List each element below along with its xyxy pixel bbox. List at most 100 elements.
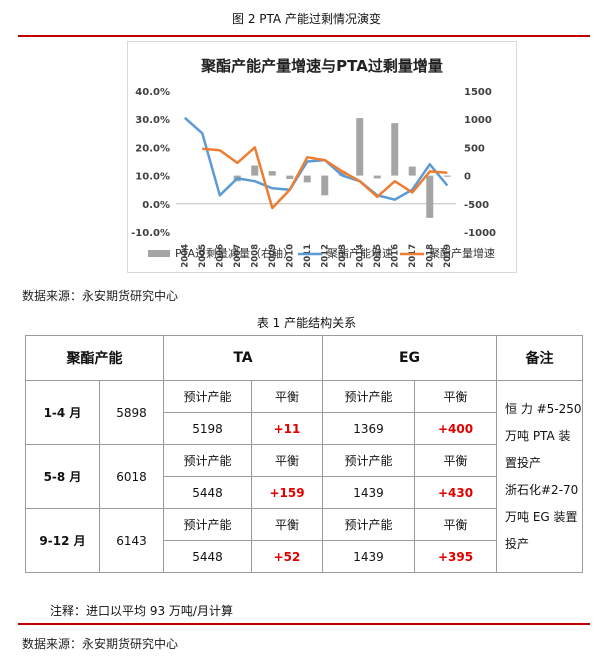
chart-container: 聚酯产能产量增速与PTA过剩量增量 -10.0% 0.0% 10.0% 20.0% 30…	[127, 41, 517, 273]
bar-pta-surplus	[321, 175, 329, 196]
eg-capacity-value: 1439	[322, 476, 415, 509]
eg-balance-value: +400	[414, 412, 497, 445]
table-header-row: 聚酯产能 TA EG 备注	[25, 335, 583, 381]
eg-balance-label: 平衡	[414, 508, 497, 541]
x-tick-label: 2009	[268, 244, 278, 268]
ta-capacity-value: 5198	[163, 412, 252, 445]
note-line: 恒 力 #5-250	[505, 401, 582, 416]
legend-label-output: 聚酯产量增速	[429, 246, 495, 260]
legend-swatch-bar	[148, 250, 170, 257]
y-left-tick-label: -10.0%	[131, 228, 170, 239]
ta-balance-label: 平衡	[251, 380, 323, 413]
x-tick-label: 2015	[373, 244, 383, 268]
period-cell: 5-8 月	[25, 444, 100, 509]
x-tick-label: 2011	[303, 244, 313, 268]
ta-balance-value: +159	[251, 476, 323, 509]
x-tick-label: 2007	[233, 244, 243, 268]
eg-balance-label: 平衡	[414, 444, 497, 477]
bar-pta-surplus	[443, 175, 451, 177]
bar-pta-surplus	[268, 171, 276, 176]
x-tick-label: 2005	[198, 244, 208, 268]
eg-capacity-value: 1439	[322, 540, 415, 573]
period-cell: 1-4 月	[25, 380, 100, 445]
x-tick-label: 2014	[355, 244, 365, 268]
eg-capacity-value: 1369	[322, 412, 415, 445]
y-right-tick-label: 1500	[464, 87, 492, 98]
eg-balance-value: +395	[414, 540, 497, 573]
source-note-table: 数据来源：永安期货研究中心	[22, 637, 179, 651]
source-note-chart: 数据来源：永安期货研究中心	[22, 289, 179, 303]
eg-capacity-label: 预计产能	[322, 508, 415, 541]
bar-pta-surplus	[303, 175, 311, 183]
header-eg: EG	[322, 335, 497, 381]
ta-capacity-label: 预计产能	[163, 444, 252, 477]
ta-capacity-label: 预计产能	[163, 380, 252, 413]
eg-balance-label: 平衡	[414, 380, 497, 413]
bar-pta-surplus	[286, 175, 294, 179]
note-line: 万吨 EG 装置	[505, 509, 578, 524]
y-left-tick-label: 10.0%	[135, 172, 170, 183]
ta-balance-value: +52	[251, 540, 323, 573]
x-tick-label: 2012	[320, 244, 330, 268]
table-row: 1-4 月 5898 预计产能 平衡 预计产能 平衡 恒 力 #5-250 万吨…	[25, 380, 583, 573]
period-cell: 9-12 月	[25, 508, 100, 573]
bar-pta-surplus	[251, 165, 259, 176]
legend-label-capacity: 聚酯产能增速	[327, 246, 393, 260]
line-polyester-output-growth	[202, 146, 448, 210]
ta-balance-label: 平衡	[251, 444, 323, 477]
bar-pta-surplus	[356, 118, 364, 176]
table-row: 5-8 月 6018 预计产能 平衡 预计产能 平衡	[25, 444, 583, 509]
x-tick-label: 2017	[408, 244, 418, 268]
y-right-tick-label: 500	[464, 143, 485, 154]
eg-capacity-label: 预计产能	[322, 380, 415, 413]
ta-balance-value: +11	[251, 412, 323, 445]
x-tick-label: 2016	[390, 244, 400, 268]
y-right-tick-label: 0	[464, 172, 471, 183]
ta-capacity-value: 5448	[163, 476, 252, 509]
chart-title: 聚酯产能产量增速与PTA过剩量增量	[200, 57, 443, 75]
figure-caption: 图 2 PTA 产能过剩情况演变	[232, 12, 381, 26]
x-tick-label: 2018	[425, 244, 435, 268]
bar-pta-surplus	[408, 166, 416, 176]
capacity-cell: 6018	[99, 444, 164, 509]
capacity-cell: 6143	[99, 508, 164, 573]
bar-pta-surplus	[426, 175, 434, 218]
x-tick-label: 2008	[250, 244, 260, 268]
table-caption: 表 1 产能结构关系	[256, 316, 357, 330]
ta-capacity-value: 5448	[163, 540, 252, 573]
x-tick-label: 2006	[215, 244, 225, 268]
bar-pta-surplus	[373, 175, 381, 179]
x-tick-label: 2013	[338, 244, 348, 268]
header-note: 备注	[496, 335, 583, 381]
note-line: 浙石化#2-70	[505, 482, 579, 497]
eg-balance-value: +430	[414, 476, 497, 509]
x-tick-label: 2010	[285, 244, 295, 268]
line-polyester-capacity-growth	[183, 116, 449, 201]
y-left-tick-label: 20.0%	[135, 143, 170, 154]
x-tick-label: 2019	[443, 244, 453, 268]
figure-top-divider	[18, 35, 590, 37]
y-right-tick-label: -1000	[464, 228, 496, 239]
table-row: 5448 +159 1439 +430	[26, 476, 583, 509]
table-row: 5448 +52 1439 +395	[26, 540, 583, 573]
y-right-tick-label: -500	[464, 200, 489, 211]
table-footnote: 注释：进口以平均 93 万吨/月计算	[50, 604, 233, 618]
capacity-cell: 5898	[99, 380, 164, 445]
chart-svg: 聚酯产能产量增速与PTA过剩量增量 -10.0% 0.0% 10.0% 20.0% 30…	[131, 57, 496, 268]
y-left-tick-label: 0.0%	[142, 200, 170, 211]
ta-balance-label: 平衡	[251, 508, 323, 541]
note-line: 投产	[505, 536, 530, 551]
bottom-divider	[18, 623, 590, 625]
note-cell: 恒 力 #5-250 万吨 PTA 装 置投产 浙石化#2-70 万吨 EG 装…	[496, 380, 583, 573]
bar-pta-surplus	[391, 123, 399, 176]
legend-label-bar: PTA过剩量减量（右轴）	[175, 246, 294, 260]
eg-capacity-label: 预计产能	[322, 444, 415, 477]
y-right-tick-label: 1000	[464, 115, 492, 126]
x-tick-label: 2004	[180, 244, 190, 268]
header-capacity: 聚酯产能	[25, 335, 164, 381]
y-left-tick-label: 30.0%	[135, 115, 170, 126]
note-line: 置投产	[505, 455, 542, 470]
bar-pta-surplus	[338, 171, 346, 176]
header-ta: TA	[163, 335, 323, 381]
ta-capacity-label: 预计产能	[163, 508, 252, 541]
